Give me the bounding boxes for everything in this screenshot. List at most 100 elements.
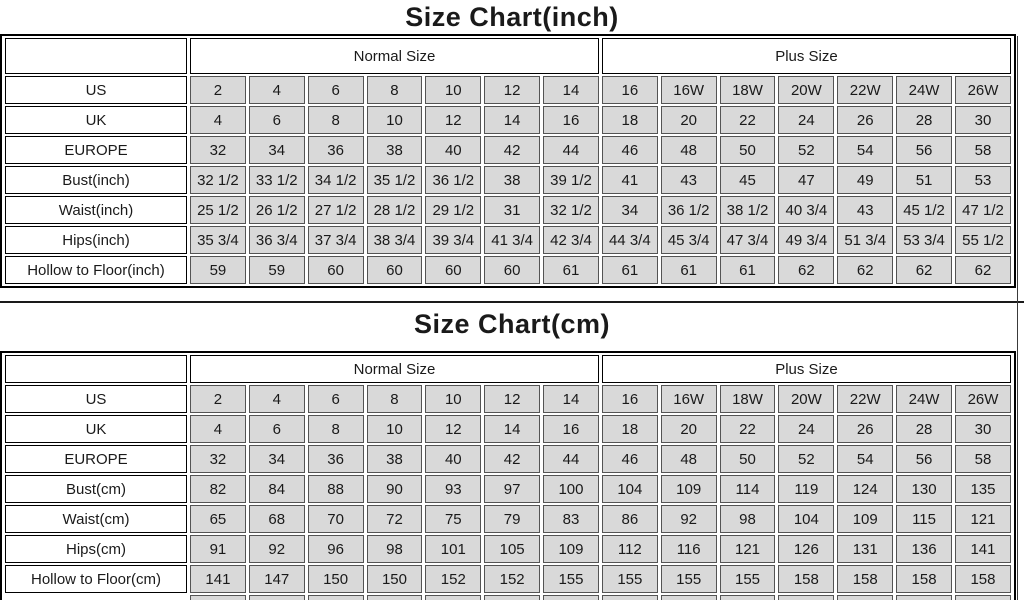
column-group-header: Plus Size <box>601 355 1011 383</box>
value-cell: 41 <box>601 166 658 194</box>
value-cell: 43 <box>837 196 894 224</box>
value-cell: 158 <box>837 565 894 593</box>
value-cell <box>366 595 423 600</box>
value-cell: 60 <box>366 256 423 284</box>
value-cell: 26 <box>837 415 894 443</box>
value-cell: 32 1/2 <box>190 166 246 194</box>
value-cell: 27 1/2 <box>307 196 364 224</box>
value-cell: 152 <box>425 565 482 593</box>
value-cell: 121 <box>954 505 1011 533</box>
value-cell: 18W <box>719 385 776 413</box>
value-cell: 61 <box>719 256 776 284</box>
value-cell <box>601 595 658 600</box>
column-group-header: Normal Size <box>190 38 599 74</box>
value-cell: 16 <box>543 106 599 134</box>
value-cell: 126 <box>778 535 835 563</box>
value-cell: 2 <box>190 385 246 413</box>
value-cell: 29 1/2 <box>425 196 482 224</box>
value-cell: 136 <box>896 535 952 563</box>
value-cell: 16W <box>660 385 717 413</box>
value-cell: 79 <box>484 505 541 533</box>
value-cell: 6 <box>248 415 305 443</box>
value-cell: 59 <box>248 256 305 284</box>
table-row: UK 4 6 8 10 12 14 16 18 20 22 24 26 28 30 <box>5 106 1011 134</box>
value-cell: 62 <box>778 256 835 284</box>
value-cell: 24 <box>778 106 835 134</box>
value-cell <box>425 595 482 600</box>
value-cell: 50 <box>719 445 776 473</box>
row-label: Bust(cm) <box>5 475 187 503</box>
value-cell: 24W <box>896 385 952 413</box>
value-cell: 109 <box>837 505 894 533</box>
value-cell: 10 <box>425 385 482 413</box>
value-cell: 45 <box>719 166 776 194</box>
value-cell: 98 <box>366 535 423 563</box>
value-cell: 114 <box>719 475 776 503</box>
value-cell: 26 1/2 <box>248 196 305 224</box>
value-cell: 16W <box>660 76 717 104</box>
row-label-blank <box>5 595 187 600</box>
value-cell: 75 <box>425 505 482 533</box>
value-cell: 8 <box>307 106 364 134</box>
value-cell <box>954 595 1011 600</box>
size-chart-inch-title: Size Chart(inch) <box>405 2 619 32</box>
value-cell: 83 <box>543 505 599 533</box>
value-cell: 32 <box>190 445 246 473</box>
value-cell: 26 <box>837 106 894 134</box>
table-row: Hips(inch) 35 3/4 36 3/4 37 3/4 38 3/4 39 3/4… <box>5 226 1011 254</box>
value-cell: 34 1/2 <box>307 166 364 194</box>
value-cell: 10 <box>425 76 482 104</box>
value-cell: 155 <box>601 565 658 593</box>
value-cell: 47 <box>778 166 835 194</box>
value-cell: 54 <box>837 136 894 164</box>
value-cell: 8 <box>366 76 423 104</box>
value-cell: 40 <box>425 445 482 473</box>
size-chart-cm-section: Size Chart(cm) Normal Size Plus Size US 2 4 6… <box>0 307 1024 600</box>
value-cell: 30 <box>954 106 1011 134</box>
value-cell: 12 <box>484 385 541 413</box>
value-cell: 34 <box>601 196 658 224</box>
value-cell: 70 <box>307 505 364 533</box>
value-cell: 119 <box>778 475 835 503</box>
value-cell: 60 <box>425 256 482 284</box>
value-cell: 16 <box>601 385 658 413</box>
value-cell: 147 <box>248 565 305 593</box>
value-cell: 46 <box>601 445 658 473</box>
value-cell <box>307 595 364 600</box>
value-cell: 20 <box>660 106 717 134</box>
value-cell: 53 3/4 <box>896 226 952 254</box>
size-chart-cm-title: Size Chart(cm) <box>413 309 611 339</box>
value-cell: 31 <box>484 196 541 224</box>
value-cell: 60 <box>307 256 364 284</box>
value-cell: 14 <box>543 76 599 104</box>
value-cell: 20W <box>778 385 835 413</box>
group-header-row: Normal Size Plus Size <box>5 355 1011 383</box>
value-cell: 60 <box>484 256 541 284</box>
value-cell: 92 <box>660 505 717 533</box>
value-cell: 56 <box>896 136 952 164</box>
value-cell: 51 3/4 <box>837 226 894 254</box>
value-cell: 39 1/2 <box>543 166 599 194</box>
value-cell: 84 <box>248 475 305 503</box>
value-cell: 26W <box>954 385 1011 413</box>
value-cell: 53 <box>954 166 1011 194</box>
value-cell <box>778 595 835 600</box>
value-cell: 101 <box>425 535 482 563</box>
value-cell: 25 1/2 <box>190 196 246 224</box>
value-cell: 62 <box>954 256 1011 284</box>
value-cell: 40 <box>425 136 482 164</box>
table-row: Hollow to Floor(inch) 59 59 60 60 60 60 61 61 61 6… <box>5 256 1011 284</box>
value-cell: 44 3/4 <box>601 226 658 254</box>
value-cell <box>248 595 305 600</box>
value-cell: 158 <box>954 565 1011 593</box>
row-label: Hollow to Floor(inch) <box>5 256 187 284</box>
value-cell: 68 <box>248 505 305 533</box>
value-cell: 22 <box>719 106 776 134</box>
row-label: Hips(cm) <box>5 535 187 563</box>
value-cell: 150 <box>307 565 364 593</box>
value-cell: 61 <box>543 256 599 284</box>
value-cell: 34 <box>248 136 305 164</box>
value-cell: 44 <box>543 445 599 473</box>
value-cell: 38 <box>366 445 423 473</box>
